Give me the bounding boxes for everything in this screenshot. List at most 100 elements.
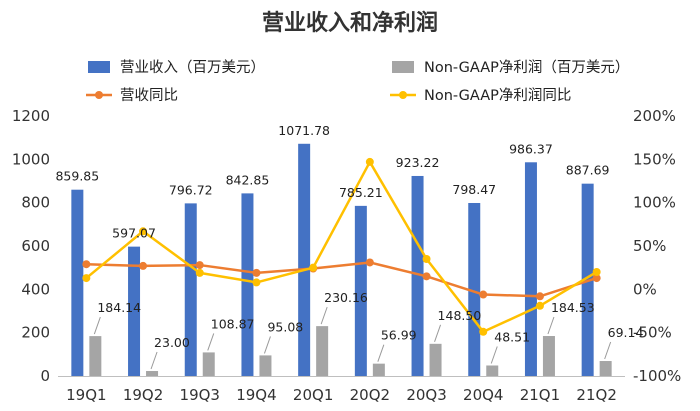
net-profit-yoy-point [82,274,91,283]
net-profit-yoy-point [252,278,261,287]
revenue-bar [128,246,141,376]
x-tick-label: 19Q2 [123,386,163,404]
net-profit-data-label: 95.08 [267,319,303,334]
y-tick-label-left: 800 [21,194,50,212]
y-tick-label-left: 1000 [12,150,50,168]
revenue-yoy-point [422,272,431,281]
revenue-yoy-point [592,274,601,283]
y-tick-label-right: -100% [633,367,681,385]
x-tick-label: 20Q3 [406,386,446,404]
revenue-data-label: 785.21 [339,185,383,200]
revenue-bar [71,189,84,376]
net-profit-yoy-point [535,301,544,310]
net-profit-yoy-point [422,255,431,263]
y-tick-label-left: 200 [21,324,50,342]
revenue-bar [524,162,537,376]
net-profit-yoy-point [309,263,318,272]
revenue-data-label: 798.47 [452,182,496,197]
revenue-yoy-point [139,261,148,270]
line-series-group [82,157,601,336]
net-profit-label-leader [93,316,101,335]
net-profit-yoy-point [592,268,601,276]
legend-swatch-marker [399,91,407,99]
net-profit-yoy-point [479,327,488,336]
legend-swatch-marker [95,91,103,99]
x-tick-label: 20Q4 [463,386,503,404]
revenue-data-label: 859.85 [55,169,99,184]
revenue-bar [468,202,481,376]
y-tick-label-right: 50% [633,237,666,255]
x-tick-label: 19Q3 [180,386,220,404]
net-profit-bar [202,352,215,376]
y-axis-right: -100% -50% 0% 50% 100% 150% 200% [633,107,681,385]
net-profit-yoy-line [85,160,598,334]
revenue-bar [354,205,367,376]
y-tick-label-right: 100% [633,194,676,212]
revenue-data-label: 842.85 [226,172,270,187]
revenue-data-label: 986.37 [509,141,553,156]
net-profit-data-label: 48.51 [494,329,530,344]
net-profit-data-label: 23.00 [154,335,190,350]
y-tick-label-right: 200% [633,107,676,125]
net-profit-bar [89,336,102,376]
y-tick-label-left: 400 [21,280,50,298]
net-profit-label-leader [604,341,612,360]
bar-series-group [71,143,612,376]
revenue-bar [184,203,197,376]
revenue-yoy-point [82,260,91,269]
revenue-data-label: 1071.78 [278,123,330,138]
net-profit-label-leader [150,351,158,370]
chart-title: 营业收入和净利润 [262,10,438,36]
net-profit-label-leader [263,336,271,354]
revenue-data-label: 887.69 [566,163,610,178]
net-profit-bar [429,343,442,376]
revenue-yoy-point [365,258,374,267]
y-tick-label-right: -50% [633,324,672,342]
revenue-bar [241,193,254,376]
net-profit-label-leader [490,346,498,364]
data-label-group: 859.85 597.07 796.72 842.85 1071.78 785.21 923… [55,123,643,370]
net-profit-yoy-point [139,227,148,236]
net-profit-bar [599,361,612,376]
revenue-data-label: 597.07 [112,226,156,241]
y-tick-label-left: 0 [40,367,50,385]
net-profit-label-leader [207,333,215,351]
net-profit-data-label: 56.99 [381,328,417,343]
y-tick-label-left: 600 [21,237,50,255]
x-tick-label: 21Q2 [576,386,616,404]
net-profit-bar [542,336,555,376]
legend-swatch [392,61,414,73]
net-profit-bar [372,363,385,376]
net-profit-data-label: 184.53 [551,300,595,315]
net-profit-bar [146,371,159,376]
net-profit-bar [259,355,272,376]
net-profit-bar [486,365,499,376]
net-profit-data-label: 184.14 [97,300,141,315]
x-axis: 19Q1 19Q2 19Q3 19Q4 20Q1 20Q2 20Q3 20Q4 21Q1 21Q2 [58,376,625,404]
y-tick-label-left: 1200 [12,107,50,125]
x-tick-label: 20Q2 [350,386,390,404]
revenue-yoy-point [252,268,261,277]
revenue-yoy-point [535,292,544,301]
net-profit-label-leader [320,306,328,325]
net-profit-bar [316,326,329,376]
net-profit-yoy-point [195,268,204,277]
y-tick-label-right: 150% [633,150,676,168]
legend-label: Non-GAAP净利润同比 [424,87,571,104]
net-profit-label-leader [377,344,385,362]
x-tick-label: 19Q4 [236,386,276,404]
legend-label: 营业收入（百万美元） [120,59,265,76]
net-profit-label-leader [547,316,555,335]
net-profit-label-leader [434,324,442,342]
x-tick-label: 21Q1 [520,386,560,404]
legend-label: Non-GAAP净利润（百万美元） [424,59,629,76]
revenue-data-label: 923.22 [396,155,440,170]
x-tick-label: 19Q1 [66,386,106,404]
revenue-yoy-point [479,290,488,299]
net-profit-data-label: 108.87 [211,316,255,331]
legend-swatch [88,61,110,73]
revenue-yoy-line [86,261,598,298]
legend-label: 营收同比 [120,87,178,104]
